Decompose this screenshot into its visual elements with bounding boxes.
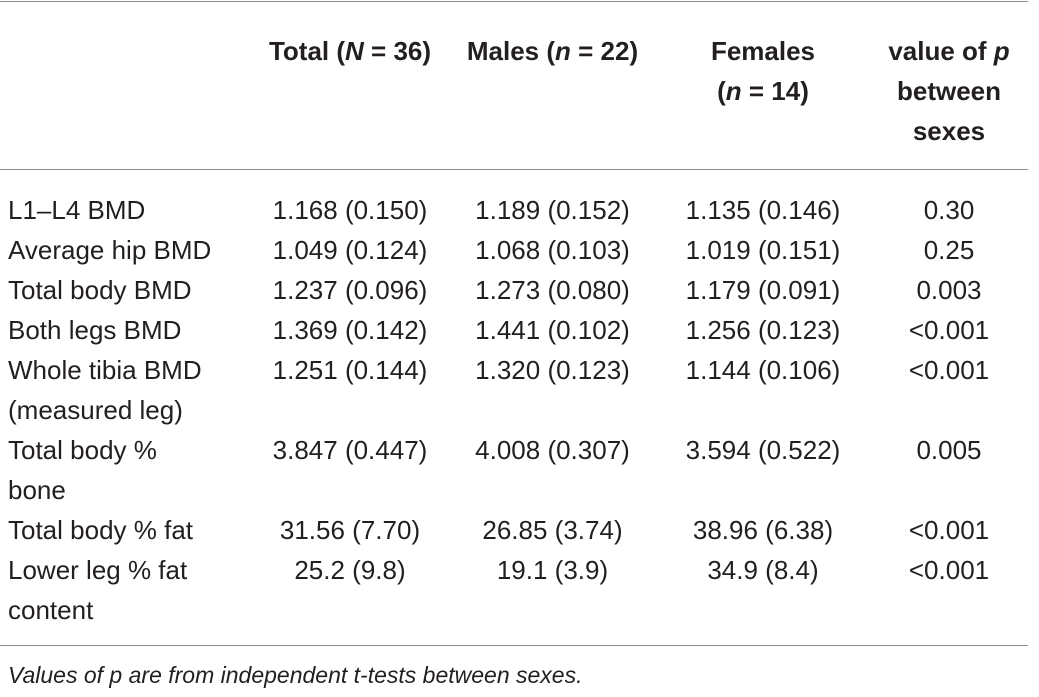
cell-p-value: 0.25: [923, 235, 975, 265]
row-label: Total body % fat: [8, 510, 248, 550]
cell-total: 31.56 (7.70): [279, 515, 421, 545]
cell-males: 19.1 (3.9): [496, 555, 609, 585]
row-label: Both legs BMD: [8, 310, 248, 350]
cell-females: 1.144 (0.106): [685, 355, 841, 385]
header-females: Females (n = 14): [710, 36, 816, 106]
cell-total: 1.237 (0.096): [272, 275, 428, 305]
cell-p-value: <0.001: [908, 355, 990, 385]
row-label-line: Average hip BMD: [8, 235, 212, 265]
cell-p-value: 0.003: [916, 275, 982, 305]
cell-p-value: <0.001: [908, 315, 990, 345]
cell-total: 1.369 (0.142): [272, 315, 428, 345]
cell-males: 1.320 (0.123): [475, 355, 630, 385]
header-total: Total (N = 36): [268, 36, 432, 66]
table-footnote: Values of p are from independent t-tests…: [8, 662, 583, 688]
cell-females: 1.256 (0.123): [685, 315, 841, 345]
cell-total: 1.168 (0.150): [272, 195, 428, 225]
row-label: Total body BMD: [8, 270, 248, 310]
cell-p-value: 0.005: [916, 435, 982, 465]
cell-males: 26.85 (3.74): [482, 515, 623, 545]
cell-p-value: 0.30: [923, 195, 975, 225]
cell-males: 4.008 (0.307): [475, 435, 630, 465]
row-label-line: Total body % fat: [8, 515, 193, 545]
cell-males: 1.441 (0.102): [475, 315, 630, 345]
row-label-line: L1–L4 BMD: [8, 195, 146, 225]
row-label-line: bone: [8, 475, 66, 505]
row-label-line: (measured leg): [8, 395, 183, 425]
row-label-line: Both legs BMD: [8, 315, 182, 345]
header-pvalue: value of p between sexes: [888, 36, 1010, 146]
cell-males: 1.189 (0.152): [475, 195, 630, 225]
cell-males: 1.068 (0.103): [475, 235, 630, 265]
cell-females: 3.594 (0.522): [685, 435, 841, 465]
cell-females: 1.019 (0.151): [685, 235, 841, 265]
cell-females: 1.179 (0.091): [685, 275, 841, 305]
cell-total: 3.847 (0.447): [272, 435, 428, 465]
table-bottom-rule: [0, 645, 1028, 646]
row-label: Average hip BMD: [8, 230, 248, 270]
row-label-line: Whole tibia BMD: [8, 355, 202, 385]
row-label-line: Total body %: [8, 435, 157, 465]
row-label: Total body % bone: [8, 430, 248, 510]
row-label: Lower leg % fat content: [8, 550, 248, 630]
cell-females: 38.96 (6.38): [692, 515, 834, 545]
header-males: Males (n = 22): [466, 36, 639, 66]
row-label: Whole tibia BMD (measured leg): [8, 350, 248, 430]
cell-females: 34.9 (8.4): [707, 555, 819, 585]
row-label-line: Total body BMD: [8, 275, 192, 305]
header-rule: [0, 169, 1028, 170]
row-label: L1–L4 BMD: [8, 190, 248, 230]
cell-total: 1.049 (0.124): [272, 235, 428, 265]
cell-p-value: <0.001: [908, 515, 990, 545]
row-label-line: Lower leg % fat: [8, 555, 188, 585]
cell-p-value: <0.001: [908, 555, 990, 585]
cell-females: 1.135 (0.146): [685, 195, 841, 225]
cell-total: 1.251 (0.144): [272, 355, 428, 385]
cell-total: 25.2 (9.8): [294, 555, 406, 585]
table-top-rule: [0, 1, 1028, 2]
cell-males: 1.273 (0.080): [475, 275, 630, 305]
row-label-line: content: [8, 595, 94, 625]
